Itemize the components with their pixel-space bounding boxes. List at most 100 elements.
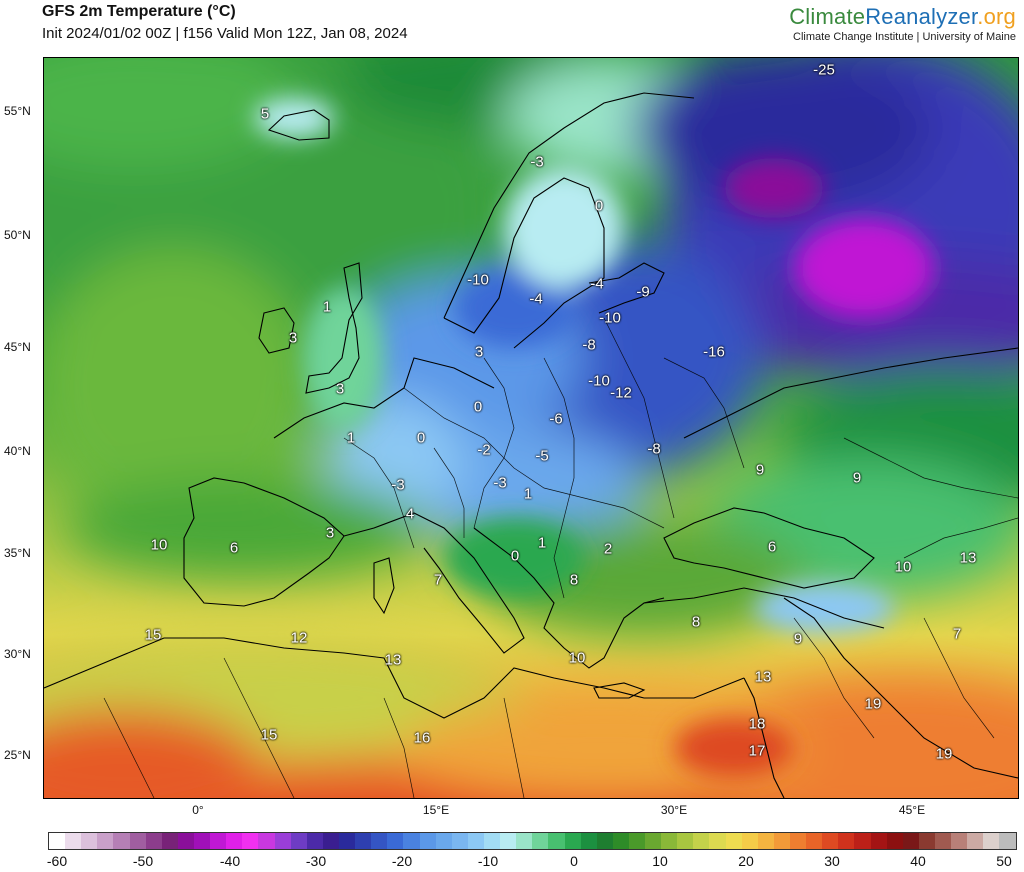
temperature-value-label: 16 bbox=[413, 729, 431, 747]
colorbar-tick-label: -30 bbox=[305, 853, 327, 869]
colorbar-swatch bbox=[161, 833, 178, 849]
colorbar-tick-label: -40 bbox=[219, 853, 241, 869]
colorbar-swatch bbox=[403, 833, 420, 849]
colorbar-swatch bbox=[435, 833, 452, 849]
colorbar-swatch bbox=[226, 833, 243, 849]
longitude-label: 15°E bbox=[422, 803, 450, 817]
temperature-value-label: -3 bbox=[530, 153, 544, 171]
colorbar-tick-label: 40 bbox=[910, 853, 926, 869]
temperature-value-label: 0 bbox=[416, 429, 426, 447]
temperature-value-label: 6 bbox=[767, 538, 777, 556]
colorbar-swatch bbox=[628, 833, 646, 849]
temperature-value-label: 18 bbox=[748, 715, 766, 733]
colorbar-swatch bbox=[967, 833, 984, 849]
temperature-value-label: 15 bbox=[260, 726, 278, 744]
colorbar-swatch bbox=[193, 833, 211, 849]
colorbar-swatch bbox=[693, 833, 710, 849]
colorbar-swatch bbox=[371, 833, 388, 849]
temperature-value-label: 8 bbox=[569, 571, 579, 589]
temperature-value-label: 7 bbox=[952, 625, 962, 643]
brand-logo[interactable]: ClimateReanalyzer.org Climate Change Ins… bbox=[789, 4, 1016, 43]
temperature-value-label: 13 bbox=[754, 668, 772, 686]
brand-name-part3: .org bbox=[977, 4, 1016, 29]
temperature-value-label: 10 bbox=[568, 649, 586, 667]
temperature-value-label: 9 bbox=[852, 469, 862, 487]
colorbar-swatch bbox=[935, 833, 952, 849]
temperature-value-label: 4 bbox=[405, 505, 415, 523]
colorbar-swatch bbox=[741, 833, 758, 849]
temperature-value-label: -4 bbox=[529, 290, 543, 308]
colorbar-swatch bbox=[483, 833, 501, 849]
colorbar-swatch bbox=[81, 833, 98, 849]
latitude-label: 50°N bbox=[4, 228, 31, 242]
latitude-label: 40°N bbox=[4, 444, 31, 458]
temperature-value-label: 1 bbox=[322, 298, 332, 316]
colorbar-tick-label: -10 bbox=[477, 853, 499, 869]
temperature-value-label: 7 bbox=[433, 571, 443, 589]
colorbar-swatch bbox=[500, 833, 517, 849]
temperature-value-label: -10 bbox=[467, 271, 489, 289]
colorbar-swatch bbox=[306, 833, 323, 849]
colorbar-swatch bbox=[467, 833, 484, 849]
colorbar-swatch bbox=[806, 833, 823, 849]
colorbar-swatch bbox=[274, 833, 291, 849]
brand-tagline: Climate Change Institute | University of… bbox=[793, 31, 1016, 43]
colorbar-swatch bbox=[322, 833, 339, 849]
temperature-value-label: 2 bbox=[603, 540, 613, 558]
temperature-value-label: 0 bbox=[510, 547, 520, 565]
colorbar-swatch bbox=[773, 833, 791, 849]
colorbar-tick-label: 30 bbox=[824, 853, 840, 869]
temperature-value-label: 13 bbox=[384, 651, 402, 669]
temperature-value-label: -2 bbox=[477, 441, 491, 459]
temperature-value-label: -8 bbox=[582, 336, 596, 354]
temperature-value-label: 3 bbox=[335, 380, 345, 398]
colorbar-tick-label: -20 bbox=[391, 853, 413, 869]
colorbar-swatch bbox=[564, 833, 581, 849]
temperature-value-label: 3 bbox=[474, 343, 484, 361]
temperature-map bbox=[43, 57, 1019, 799]
temperature-value-label: 9 bbox=[755, 461, 765, 479]
colorbar-swatch bbox=[999, 833, 1016, 849]
latitude-label: 25°N bbox=[4, 748, 31, 762]
longitude-label: 0° bbox=[192, 803, 204, 817]
colorbar-swatch bbox=[177, 833, 194, 849]
colorbar-swatch bbox=[757, 833, 774, 849]
colorbar-swatch bbox=[677, 833, 694, 849]
temperature-map-field bbox=[44, 58, 1018, 798]
temperature-value-label: 19 bbox=[864, 695, 882, 713]
latitude-label: 35°N bbox=[4, 546, 31, 560]
temperature-value-label: 8 bbox=[691, 613, 701, 631]
longitude-label: 45°E bbox=[898, 803, 926, 817]
temperature-value-label: 3 bbox=[288, 329, 298, 347]
temperature-value-label: 0 bbox=[473, 398, 483, 416]
temperature-value-label: 17 bbox=[748, 742, 766, 760]
colorbar-swatch bbox=[387, 833, 404, 849]
colorbar-swatch bbox=[242, 833, 259, 849]
temperature-value-label: 10 bbox=[150, 536, 168, 554]
colorbar-swatch bbox=[870, 833, 887, 849]
color-scale-bar bbox=[48, 832, 1017, 850]
colorbar-swatch bbox=[97, 833, 114, 849]
temperature-value-label: 10 bbox=[894, 558, 912, 576]
colorbar-swatch bbox=[951, 833, 968, 849]
colorbar-swatch bbox=[918, 833, 936, 849]
colorbar-swatch bbox=[258, 833, 275, 849]
colorbar-swatch bbox=[612, 833, 629, 849]
temperature-value-label: 0 bbox=[594, 197, 604, 215]
temperature-value-label: 1 bbox=[346, 429, 356, 447]
colorbar-swatch bbox=[355, 833, 372, 849]
temperature-value-label: -8 bbox=[647, 440, 661, 458]
temperature-value-label: -25 bbox=[813, 61, 835, 79]
colorbar-tick-label: -60 bbox=[46, 853, 68, 869]
map-title: GFS 2m Temperature (°C) bbox=[42, 3, 236, 20]
temperature-value-label: 9 bbox=[793, 630, 803, 648]
colorbar-swatch bbox=[451, 833, 468, 849]
colorbar-swatch bbox=[145, 833, 162, 849]
brand-name: ClimateReanalyzer.org bbox=[789, 4, 1016, 30]
temperature-value-label: -9 bbox=[636, 283, 650, 301]
map-subtitle: Init 2024/01/02 00Z | f156 Valid Mon 12Z… bbox=[42, 25, 408, 42]
colorbar-swatch bbox=[886, 833, 903, 849]
colorbar-swatch bbox=[822, 833, 839, 849]
latitude-label: 30°N bbox=[4, 647, 31, 661]
colorbar-swatch bbox=[596, 833, 613, 849]
